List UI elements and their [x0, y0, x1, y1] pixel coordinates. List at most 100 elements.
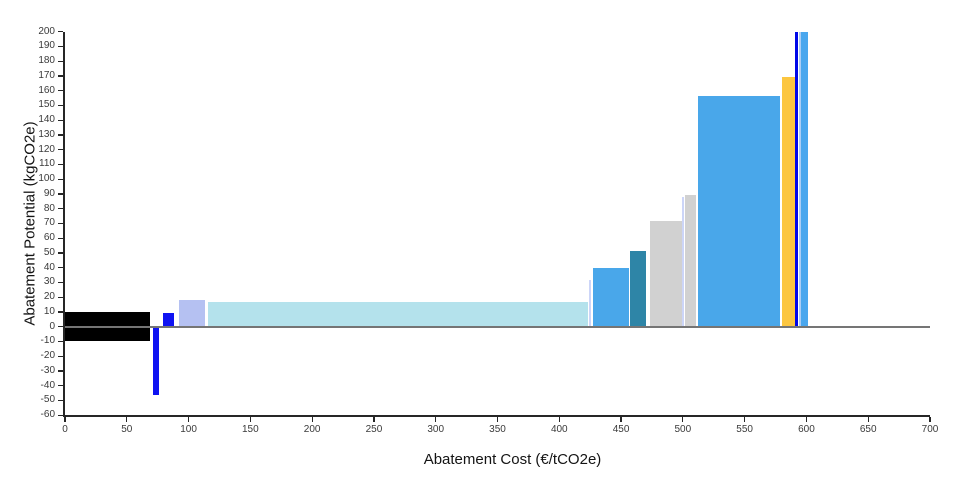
y-axis-tick — [58, 163, 64, 166]
x-axis-tick-label: 50 — [121, 424, 133, 436]
x-axis-tick-label: 650 — [859, 424, 877, 436]
chart-bar — [682, 196, 685, 327]
y-axis-tick — [58, 281, 64, 284]
y-axis-tick — [58, 119, 64, 121]
chart-bar — [153, 326, 159, 395]
x-axis-tick — [311, 416, 313, 422]
y-axis-tick — [58, 60, 64, 62]
chart-bar — [801, 31, 809, 327]
y-axis-tick-label: 150 — [38, 99, 55, 111]
x-axis-tick-label: 400 — [550, 424, 568, 436]
y-axis-tick — [58, 90, 64, 92]
y-axis-tick — [58, 399, 64, 402]
y-axis-tick — [58, 45, 64, 48]
y-axis-tick-label: 80 — [43, 202, 55, 214]
x-axis-tick — [929, 416, 931, 422]
y-axis-tick — [58, 311, 64, 313]
y-axis-tick — [58, 252, 64, 254]
x-axis-tick — [558, 416, 560, 422]
x-axis-tick-label: 250 — [365, 424, 383, 436]
x-axis-tick — [435, 416, 437, 422]
x-axis-tick-label: 300 — [427, 424, 445, 436]
y-axis-tick — [58, 385, 64, 387]
y-axis-tick — [58, 355, 64, 357]
x-axis-tick-label: 350 — [489, 424, 506, 436]
x-axis-tick-label: 450 — [612, 424, 630, 436]
y-axis-tick — [58, 267, 64, 269]
chart-bar — [179, 300, 205, 327]
y-axis-tick-label: 120 — [38, 143, 55, 155]
y-axis-tick — [58, 370, 64, 372]
y-axis-tick-label: -20 — [40, 350, 55, 362]
y-axis-tick — [58, 31, 64, 33]
y-axis-tick-label: 190 — [38, 40, 55, 52]
x-axis-tick — [64, 416, 66, 422]
x-axis-tick — [744, 416, 746, 422]
x-axis-spine — [63, 415, 930, 417]
x-axis-tick-label: 200 — [303, 424, 321, 436]
y-axis-tick — [58, 414, 64, 416]
x-axis-tick — [373, 416, 375, 422]
x-axis-tick — [805, 416, 808, 422]
x-axis-tick-label: 100 — [180, 424, 197, 436]
x-axis-tick — [126, 416, 128, 422]
x-axis-tick — [682, 416, 684, 422]
x-axis-tick-label: 0 — [62, 424, 68, 436]
y-axis-tick-label: 40 — [43, 261, 55, 273]
y-axis-tick — [58, 237, 64, 239]
y-axis-tick — [58, 178, 64, 180]
y-axis-tick-label: -30 — [40, 364, 55, 376]
y-axis-tick-label: 90 — [43, 187, 55, 199]
y-axis-tick-label: 50 — [43, 246, 55, 258]
chart-bar — [799, 31, 802, 327]
y-axis-tick-label: 140 — [38, 114, 55, 126]
y-axis-tick-label: 30 — [43, 276, 55, 288]
chart-bar — [588, 279, 592, 327]
y-axis-tick — [58, 340, 64, 343]
x-axis-tick — [620, 416, 622, 422]
y-axis-title: Abatement Potential (kgCO2e) — [21, 121, 39, 326]
y-axis-tick — [58, 75, 64, 77]
y-axis-tick-label: 100 — [38, 173, 55, 185]
y-axis-tick-label: 20 — [43, 291, 55, 303]
y-axis-tick — [58, 296, 64, 298]
x-axis-tick — [187, 416, 190, 422]
x-axis-tick-label: 150 — [242, 424, 259, 436]
y-axis-tick-label: -60 — [40, 409, 55, 421]
y-axis-tick — [58, 134, 64, 136]
y-axis-tick-label: 110 — [39, 158, 55, 170]
y-axis-tick-label: 0 — [49, 320, 55, 332]
y-axis-tick-label: -40 — [40, 379, 55, 391]
y-axis-spine — [63, 31, 65, 417]
y-axis-tick — [58, 104, 64, 107]
x-axis-tick-label: 500 — [674, 424, 692, 436]
x-axis-tick — [496, 416, 499, 422]
y-axis-tick-label: -50 — [40, 394, 55, 406]
y-axis-tick-label: 130 — [38, 128, 55, 140]
x-axis-tick-label: 700 — [921, 424, 939, 436]
y-axis-tick — [58, 208, 64, 210]
x-axis-tick — [249, 416, 251, 422]
chart-bar — [684, 195, 697, 327]
x-axis-tick-label: 550 — [736, 424, 753, 436]
y-axis-tick — [58, 222, 64, 225]
x-axis-title: Abatement Cost (€/tCO2e) — [423, 451, 602, 468]
chart-bar — [162, 312, 175, 327]
x-axis-tick — [867, 416, 869, 422]
chart-bar — [650, 221, 682, 327]
chart-bar — [698, 95, 780, 327]
y-axis-tick-label: 70 — [43, 217, 55, 229]
x-axis-tick-label: 600 — [798, 424, 815, 436]
y-axis-tick — [58, 193, 64, 195]
y-axis-tick-label: 60 — [43, 232, 55, 244]
y-axis-tick-label: 200 — [38, 25, 55, 37]
chart-bar — [795, 31, 799, 327]
y-axis-tick-label: -10 — [40, 335, 55, 347]
y-axis-tick-label: 10 — [43, 305, 55, 317]
chart-bar — [781, 76, 795, 327]
y-axis-tick-label: 180 — [38, 55, 55, 67]
y-axis-tick-label: 160 — [38, 84, 55, 96]
chart-bar — [630, 251, 646, 327]
